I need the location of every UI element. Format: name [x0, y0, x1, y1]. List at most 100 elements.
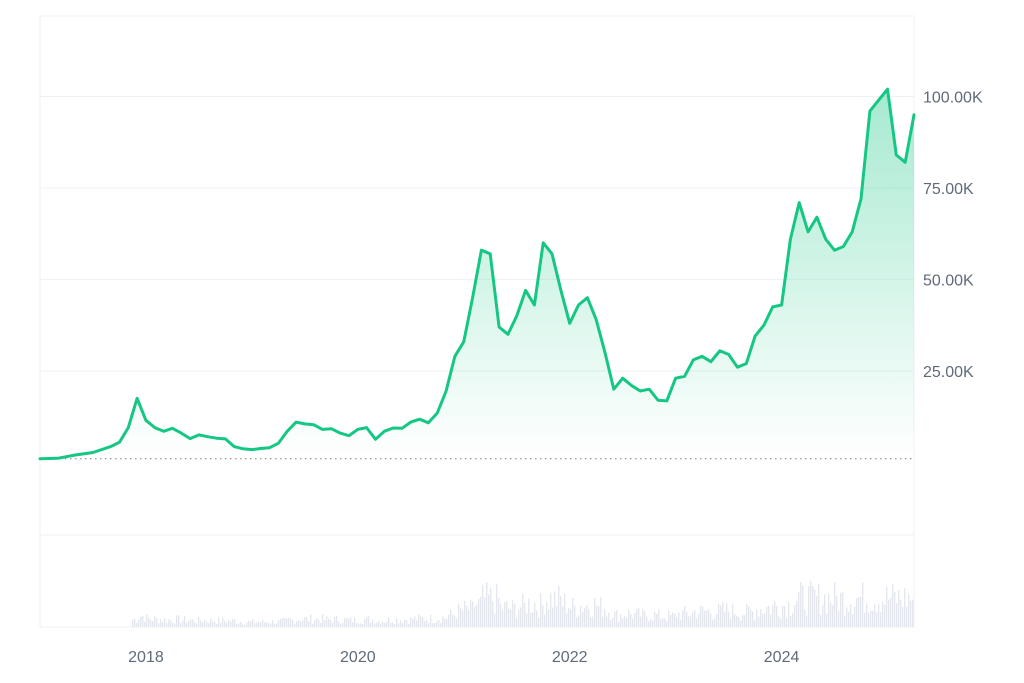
volume-bar: [902, 606, 904, 627]
volume-bar: [694, 610, 696, 627]
volume-bar: [192, 619, 194, 627]
volume-bar: [384, 622, 386, 627]
volume-bar: [660, 619, 662, 627]
volume-bar: [480, 596, 482, 627]
volume-bar: [336, 615, 338, 627]
volume-bar: [450, 609, 452, 627]
volume-bar: [332, 622, 334, 627]
volume-bar: [214, 621, 216, 627]
volume-bar: [842, 591, 844, 627]
volume-bar: [908, 594, 910, 627]
volume-bar: [622, 618, 624, 627]
volume-bar: [162, 621, 164, 627]
volume-bar: [304, 616, 306, 627]
volume-bar: [310, 614, 312, 627]
volume-bar: [872, 610, 874, 627]
volume-bar: [340, 623, 342, 627]
volume-bar: [180, 622, 182, 627]
volume-bar: [202, 622, 204, 627]
volume-bar: [400, 620, 402, 627]
volume-bar: [220, 622, 222, 627]
volume-bar: [370, 622, 372, 627]
volume-bar: [666, 620, 668, 627]
volume-bar: [752, 611, 754, 627]
volume-bar: [672, 612, 674, 627]
volume-bar: [452, 614, 454, 627]
volume-bar: [500, 604, 502, 627]
volume-bar: [906, 606, 908, 627]
volume-bar: [822, 604, 824, 627]
volume-bar: [692, 612, 694, 627]
volume-bar: [138, 619, 140, 627]
volume-bar: [528, 598, 530, 627]
volume-bar: [642, 608, 644, 627]
volume-bar: [436, 621, 438, 627]
volume-bar: [206, 621, 208, 627]
volume-bar: [746, 604, 748, 627]
volume-bar: [432, 623, 434, 627]
volume-bar: [524, 602, 526, 627]
volume-bar: [838, 611, 840, 627]
volume-bar: [276, 623, 278, 627]
volume-bar: [560, 596, 562, 627]
volume-bar: [298, 620, 300, 627]
volume-bar: [588, 609, 590, 627]
volume-bar: [174, 623, 176, 627]
volume-bar: [832, 605, 834, 627]
volume-bar: [646, 616, 648, 627]
volume-bar: [840, 592, 842, 627]
volume-bar: [774, 601, 776, 627]
volume-bar: [208, 623, 210, 627]
volume-bar: [844, 615, 846, 627]
volume-bar: [142, 615, 144, 627]
volume-bar: [880, 612, 882, 627]
volume-bar: [818, 583, 820, 627]
volume-bar: [780, 618, 782, 627]
volume-bar: [768, 606, 770, 627]
volume-bar: [624, 616, 626, 627]
volume-bar: [402, 623, 404, 627]
volume-bar: [562, 606, 564, 627]
volume-bar: [234, 619, 236, 627]
volume-bar: [850, 604, 852, 627]
volume-bar: [472, 601, 474, 627]
volume-bar: [836, 595, 838, 627]
volume-bar: [570, 609, 572, 627]
x-tick-label: 2022: [552, 649, 588, 666]
volume-bar: [592, 616, 594, 627]
volume-bar: [406, 620, 408, 627]
volume-bar: [782, 605, 784, 627]
volume-bar: [286, 618, 288, 627]
volume-bar: [252, 619, 254, 627]
volume-bar: [514, 603, 516, 627]
volume-bar: [548, 609, 550, 627]
volume-bar: [714, 618, 716, 627]
volume-bar: [348, 618, 350, 627]
volume-bar: [728, 611, 730, 627]
volume-bar: [166, 622, 168, 627]
volume-bar: [390, 623, 392, 627]
volume-bar: [272, 620, 274, 627]
volume-bar: [750, 609, 752, 627]
volume-bar: [506, 601, 508, 627]
volume-bar: [320, 623, 322, 627]
volume-bar: [510, 609, 512, 627]
volume-bar: [342, 622, 344, 627]
volume-bar: [386, 621, 388, 627]
volume-bar: [564, 594, 566, 627]
volume-bar: [542, 604, 544, 627]
volume-bar: [422, 616, 424, 627]
volume-bar: [654, 611, 656, 627]
volume-bar: [664, 618, 666, 627]
volume-bar: [602, 616, 604, 627]
volume-bar: [678, 612, 680, 627]
volume-bar: [552, 607, 554, 627]
volume-bar: [412, 619, 414, 627]
volume-bar: [244, 624, 246, 627]
volume-bar: [904, 588, 906, 627]
volume-bar: [534, 602, 536, 627]
volume-bar: [442, 616, 444, 627]
volume-bar: [590, 617, 592, 627]
x-tick-label: 2024: [764, 649, 800, 666]
volume-bar: [858, 597, 860, 627]
